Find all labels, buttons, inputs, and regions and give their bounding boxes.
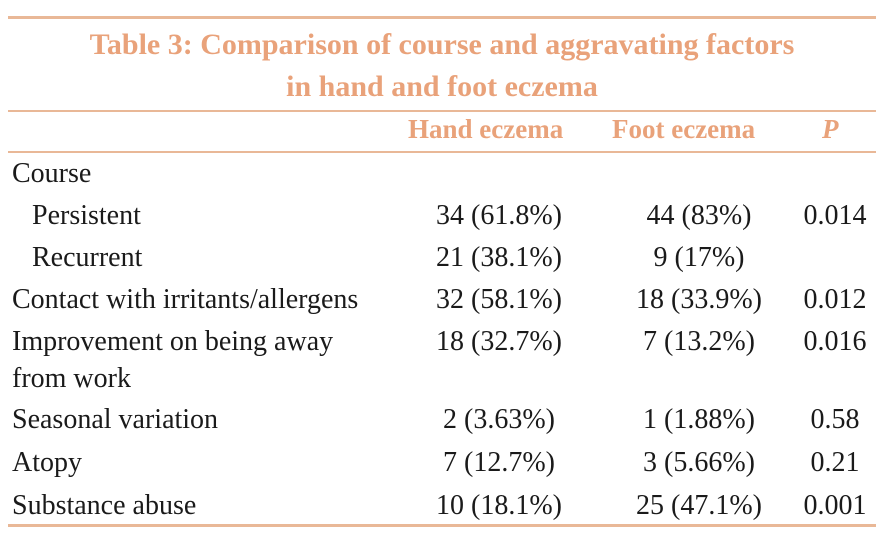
subheader-rule (8, 151, 876, 153)
top-rule (8, 16, 876, 19)
cell-foot: 44 (83%) (646, 200, 752, 231)
cell-hand: 2 (3.63%) (443, 404, 555, 435)
col-header-hand: Hand eczema (408, 114, 564, 144)
cell-hand: 7 (12.7%) (443, 447, 555, 478)
cell-foot: 18 (33.9%) (636, 284, 762, 315)
cell-foot: 9 (17%) (653, 242, 745, 273)
row-label: Contact with irritants/allergens (12, 284, 359, 315)
row-label: Course (12, 158, 92, 189)
cell-p: 0.016 (803, 326, 867, 357)
cell-p: 0.001 (803, 490, 867, 521)
cell-p: 0.014 (803, 200, 867, 231)
cell-hand: 34 (61.8%) (436, 200, 562, 231)
row-label: Atopy (12, 447, 82, 478)
col-header-p: P (822, 114, 839, 144)
row-label-continuation: from work (12, 363, 131, 394)
row-label: Seasonal variation (12, 404, 219, 435)
cell-hand: 10 (18.1%) (436, 490, 562, 521)
col-header-foot: Foot eczema (612, 114, 756, 144)
cell-hand: 32 (58.1%) (436, 284, 562, 315)
row-label: Recurrent (32, 242, 143, 273)
cell-foot: 25 (47.1%) (636, 490, 762, 521)
cell-p: 0.21 (810, 447, 860, 478)
row-label: Improvement on being away (12, 326, 334, 357)
header-rule (8, 110, 876, 112)
cell-foot: 1 (1.88%) (643, 404, 755, 435)
bottom-rule (8, 524, 876, 527)
table-title-line1: Table 3: Comparison of course and aggrav… (89, 28, 795, 61)
cell-p: 0.58 (810, 404, 860, 435)
cell-hand: 21 (38.1%) (436, 242, 562, 273)
cell-foot: 3 (5.66%) (643, 447, 755, 478)
cell-foot: 7 (13.2%) (643, 326, 755, 357)
cell-hand: 18 (32.7%) (436, 326, 562, 357)
cell-p: 0.012 (803, 284, 867, 315)
row-label: Persistent (32, 200, 141, 231)
row-label: Substance abuse (12, 490, 197, 521)
table-title-line2: in hand and foot eczema (286, 70, 598, 103)
